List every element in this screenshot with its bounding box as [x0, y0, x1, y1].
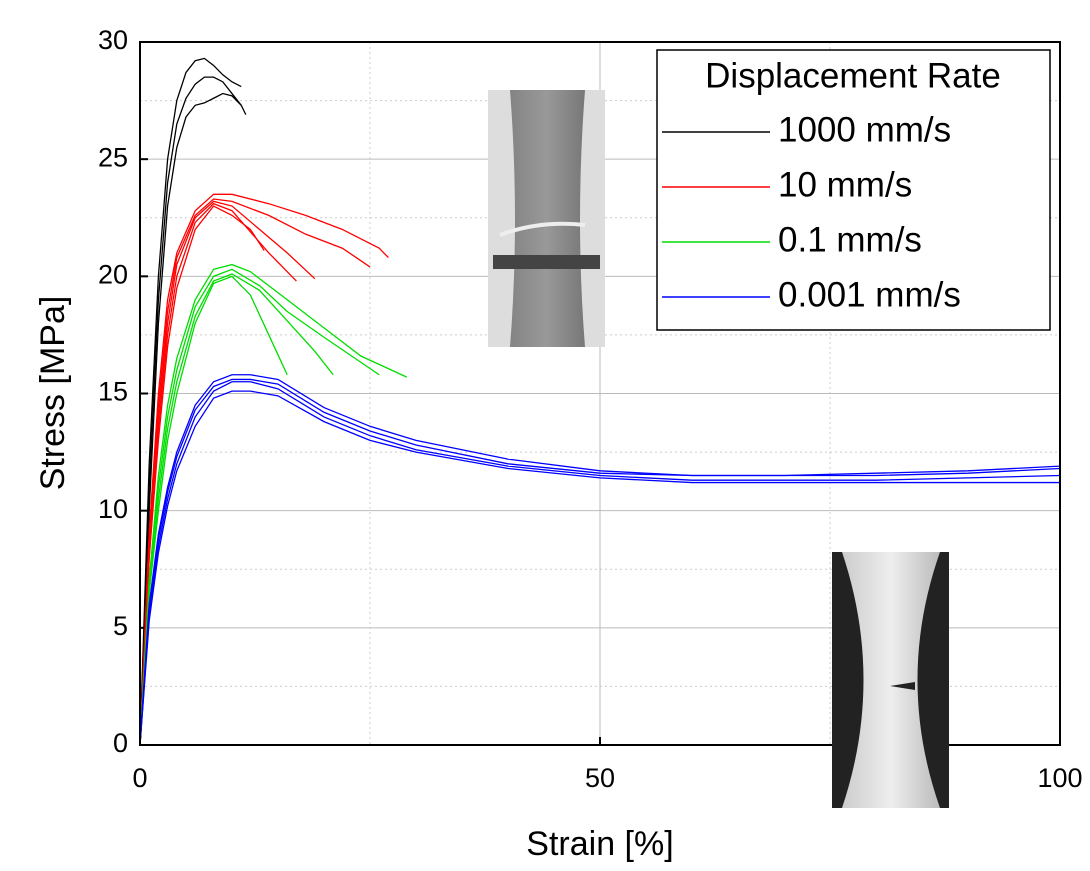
y-tick-label: 20 [98, 259, 128, 289]
curve [140, 378, 1060, 745]
legend-box [656, 49, 1051, 331]
legend-label: 0.001 mm/s [778, 275, 961, 314]
curve [140, 381, 1060, 745]
x-axis-title: Strain [%] [526, 825, 673, 863]
y-tick-label: 10 [98, 494, 128, 524]
legend-label: 0.1 mm/s [778, 220, 922, 259]
y-tick-label: 0 [113, 728, 128, 758]
legend-label: 10 mm/s [778, 165, 912, 204]
curve [140, 76, 247, 745]
x-tick-label: 100 [1037, 763, 1082, 793]
x-tick-label: 0 [132, 763, 147, 793]
curve [140, 57, 242, 745]
specimen-photo [488, 90, 605, 347]
curves [140, 57, 1060, 745]
curve [140, 390, 1060, 745]
legend-label: 1000 mm/s [778, 110, 951, 149]
specimen-photo [832, 552, 949, 808]
plot-frame [139, 41, 1061, 746]
curve [140, 263, 408, 745]
curve [140, 200, 316, 745]
y-axis-title: Stress [MPa] [34, 296, 72, 491]
legend-title: Displacement Rate [705, 56, 1001, 95]
curve [140, 268, 380, 745]
y-tick-label: 30 [98, 25, 128, 55]
legend: Displacement Rate 1000 mm/s 10 mm/s 0.1 mm… [656, 49, 1051, 331]
y-tick-label: 25 [98, 142, 128, 172]
curve [140, 198, 371, 745]
curve [140, 275, 288, 745]
curve [140, 92, 242, 745]
curve [140, 273, 334, 745]
curve [140, 193, 389, 745]
x-tick-label: 50 [585, 763, 615, 793]
y-tick-label: 5 [113, 611, 128, 641]
curve [140, 205, 265, 745]
y-tick-label: 15 [98, 377, 128, 407]
